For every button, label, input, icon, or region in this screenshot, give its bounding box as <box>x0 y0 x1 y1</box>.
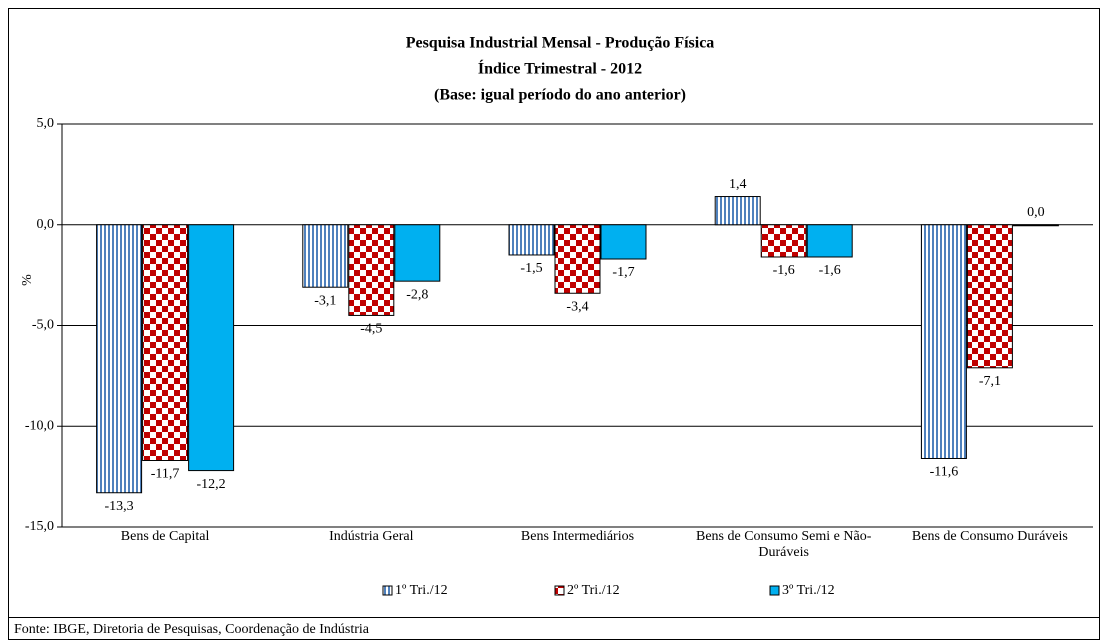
legend-swatch <box>382 585 393 596</box>
data-label: -11,7 <box>151 467 180 482</box>
bar <box>302 224 349 288</box>
y-tick-label: 0,0 <box>37 217 55 232</box>
chart-title: Pesquisa Industrial Mensal - Produção Fí… <box>406 35 715 52</box>
data-label: -4,5 <box>360 322 382 337</box>
bar <box>508 224 555 256</box>
legend-label: 1º Tri./12 <box>395 583 448 598</box>
chart-subtitle: Índice Trimestral - 2012 <box>478 59 642 78</box>
data-label: -2,8 <box>406 287 428 302</box>
chart-subtitle: (Base: igual período do ano anterior) <box>434 87 686 104</box>
data-label: 0,0 <box>1027 205 1045 220</box>
y-axis-label: % <box>20 274 35 286</box>
bar <box>142 224 189 462</box>
legend-swatch <box>769 585 780 596</box>
data-label: -1,7 <box>612 265 634 280</box>
bar <box>600 224 647 260</box>
bar <box>966 224 1013 369</box>
data-label: -7,1 <box>979 374 1001 389</box>
data-label: -1,6 <box>819 263 841 278</box>
source: Fonte: IBGE, Diretoria de Pesquisas, Coo… <box>14 622 370 637</box>
x-tick-label: Bens Intermediários <box>520 529 635 544</box>
bar <box>554 224 601 294</box>
x-tick-label: Indústria Geral <box>329 529 414 544</box>
bar <box>714 196 761 226</box>
x-tick-label: Bens de Consumo Semi e Não-Duráveis <box>696 529 872 560</box>
y-tick-label: -5,0 <box>32 318 54 333</box>
legend-label: 2º Tri./12 <box>567 583 620 598</box>
bar <box>188 224 235 472</box>
data-label: 1,4 <box>729 177 747 192</box>
data-label: -13,3 <box>105 499 134 514</box>
bar <box>760 224 807 258</box>
y-tick-label: -15,0 <box>25 519 54 534</box>
bar <box>920 224 967 459</box>
data-label: -3,4 <box>566 299 588 314</box>
data-label: -1,5 <box>520 261 542 276</box>
bar <box>96 224 143 494</box>
bar <box>806 224 853 258</box>
data-label: -3,1 <box>314 293 336 308</box>
data-label: -11,6 <box>930 465 959 480</box>
legend-swatch <box>554 585 565 596</box>
x-tick-label: Bens de Capital <box>120 529 210 544</box>
legend-label: 3º Tri./12 <box>782 583 835 598</box>
bar <box>1012 224 1059 227</box>
y-tick-label: -10,0 <box>25 418 54 433</box>
y-tick-label: 5,0 <box>37 116 55 131</box>
bar <box>348 224 395 316</box>
data-label: -12,2 <box>197 477 226 492</box>
bar <box>394 224 441 282</box>
data-label: -1,6 <box>773 263 795 278</box>
x-tick-label: Bens de Consumo Duráveis <box>911 529 1068 544</box>
